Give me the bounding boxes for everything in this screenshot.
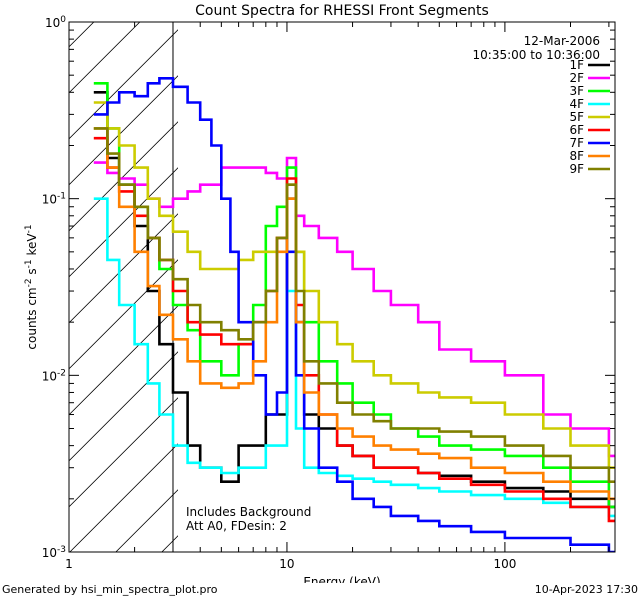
legend-label-4F: 4F bbox=[569, 97, 584, 111]
y-tick-labels: 100 10-1 10-2 10-3 bbox=[42, 15, 67, 560]
legend-label-8F: 8F bbox=[569, 149, 584, 163]
y-label-exp-2: -1 bbox=[24, 259, 34, 268]
series-8F-line bbox=[93, 127, 615, 501]
generated-by-note: Generated by hsi_min_spectra_plot.pro bbox=[2, 583, 218, 596]
hatch-line-11 bbox=[69, 443, 178, 552]
axis-ticks bbox=[68, 21, 615, 553]
legend-label-7F: 7F bbox=[569, 136, 584, 150]
hatch-line-3 bbox=[69, 75, 178, 186]
chart-title: Count Spectra for RHESSI Front Segments bbox=[195, 3, 489, 19]
x-tick-label-100: 100 bbox=[493, 557, 516, 571]
x-tick-label-10: 10 bbox=[279, 557, 294, 571]
x-tick-labels: 1 10 100 bbox=[65, 557, 516, 571]
y-tick-label-0: 100 bbox=[45, 15, 66, 30]
series-4F-line bbox=[93, 197, 615, 518]
generation-timestamp: 10-Apr-2023 17:30 bbox=[534, 583, 638, 596]
y-axis-label: counts cm-2 s-1 keV-1 bbox=[24, 224, 39, 349]
y-label-exp-1: -2 bbox=[24, 278, 34, 287]
series-group bbox=[93, 77, 615, 552]
legend-label-5F: 5F bbox=[569, 110, 584, 124]
annotation-line-2: Att A0, FDesin: 2 bbox=[186, 519, 287, 533]
y-label-part-2: s bbox=[25, 268, 39, 278]
hatch-line-2 bbox=[69, 29, 178, 140]
legend-label-2F: 2F bbox=[569, 71, 584, 85]
legend-label-9F: 9F bbox=[569, 162, 584, 176]
observation-date: 12-Mar-2006 bbox=[524, 34, 600, 48]
series-9F-line bbox=[93, 127, 615, 483]
y-tick-label--1: 10-1 bbox=[42, 192, 66, 207]
legend-label-3F: 3F bbox=[569, 84, 584, 98]
spectra-chart: 1 10 100 100 10-1 10-2 10-3 Count Spectra for… bbox=[24, 3, 616, 583]
x-tick-label-1: 1 bbox=[65, 557, 73, 571]
hatch-line-10 bbox=[69, 397, 178, 508]
y-label-part-3: keV bbox=[25, 233, 39, 260]
legend-label-6F: 6F bbox=[569, 123, 584, 137]
y-label-exp-3: -1 bbox=[24, 224, 34, 233]
y-label-part-1: counts cm bbox=[25, 287, 39, 349]
x-axis-label: Energy (keV) bbox=[303, 575, 380, 583]
legend-label-1F: 1F bbox=[569, 58, 584, 72]
hatch-line-6 bbox=[69, 213, 178, 324]
series-7F-line bbox=[93, 77, 615, 552]
observation-time-range: 10:35:00 to 10:36:00 bbox=[473, 48, 600, 62]
y-tick-label--2: 10-2 bbox=[42, 368, 66, 383]
y-tick-label--3: 10-3 bbox=[42, 545, 66, 560]
annotation-line-1: Includes Background bbox=[186, 505, 311, 519]
plot-frame bbox=[68, 21, 616, 553]
